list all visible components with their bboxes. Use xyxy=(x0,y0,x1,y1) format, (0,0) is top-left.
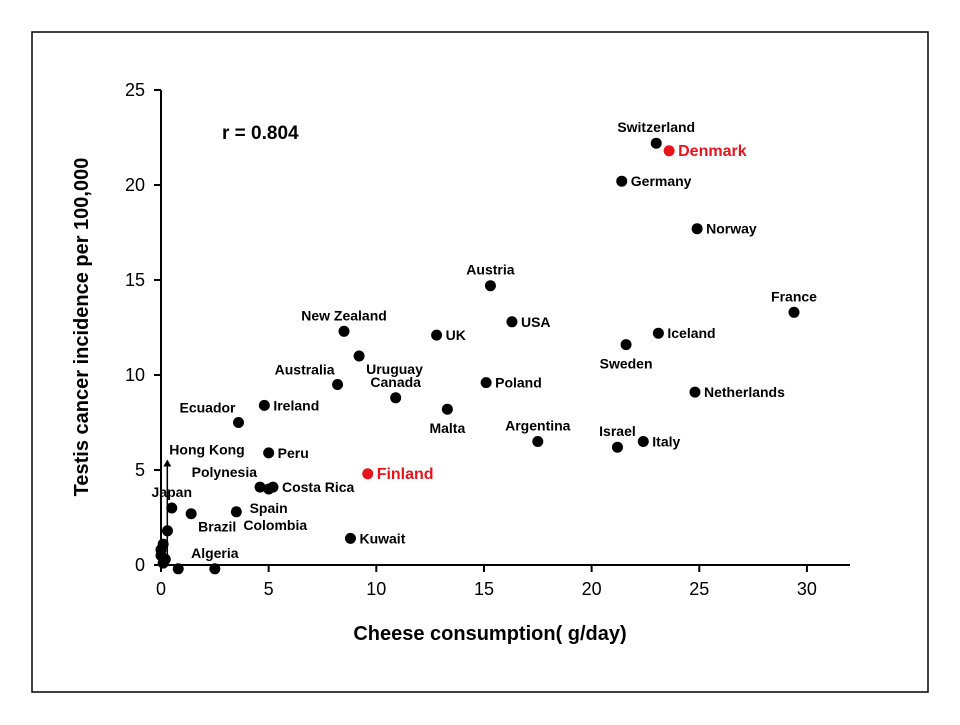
label-japan: Japan xyxy=(152,484,192,500)
point-ecuador xyxy=(233,417,245,428)
label-austria: Austria xyxy=(466,262,514,278)
point-japan xyxy=(166,502,178,514)
label-iceland: Iceland xyxy=(667,325,715,341)
point-peru xyxy=(263,447,275,459)
point-sweden xyxy=(620,339,632,351)
point-switzerland xyxy=(650,137,662,149)
point-colombia xyxy=(230,506,242,518)
label-argentina: Argentina xyxy=(505,418,571,434)
x-tick-label: 15 xyxy=(474,579,494,599)
point-uruguay xyxy=(353,350,365,362)
point-germany xyxy=(616,175,628,187)
y-tick-label: 25 xyxy=(125,80,145,100)
label-sweden: Sweden xyxy=(600,356,653,372)
label-netherlands: Netherlands xyxy=(704,384,785,400)
x-tick-label: 20 xyxy=(582,579,602,599)
point-denmark xyxy=(663,145,675,157)
y-tick-label: 5 xyxy=(135,460,145,480)
point-labels: Switzerland Denmark Germany Norway Austria Fr… xyxy=(152,119,818,561)
point-france xyxy=(788,306,800,318)
x-tick-label: 0 xyxy=(156,579,166,599)
point-uk xyxy=(431,329,443,341)
tick-labels: 0 5 10 15 20 25 0 5 10 15 20 25 30 xyxy=(125,80,817,599)
point-algeria xyxy=(209,563,221,575)
label-brazil: Brazil xyxy=(198,519,236,535)
point-new-zealand xyxy=(338,325,350,337)
point-poland xyxy=(480,377,492,389)
label-ireland: Ireland xyxy=(273,397,319,413)
point-austria xyxy=(484,280,496,292)
label-uk: UK xyxy=(446,327,466,343)
point-iceland xyxy=(652,327,664,339)
x-tick-label: 10 xyxy=(366,579,386,599)
x-tick-label: 5 xyxy=(264,579,274,599)
x-tick-label: 25 xyxy=(689,579,709,599)
arrow-head-hong-kong xyxy=(163,459,172,467)
point-argentina xyxy=(532,436,544,447)
label-poland: Poland xyxy=(495,375,542,391)
label-polynesia: Polynesia xyxy=(192,464,258,480)
label-canada: Canada xyxy=(370,374,421,390)
y-tick-label: 15 xyxy=(125,270,145,290)
label-france: France xyxy=(771,288,817,304)
label-ecuador: Ecuador xyxy=(179,400,236,416)
y-tick-label: 10 xyxy=(125,365,145,385)
x-tick-label: 30 xyxy=(797,579,817,599)
point-ireland xyxy=(258,399,270,411)
chart-frame xyxy=(31,31,929,693)
label-algeria: Algeria xyxy=(191,545,239,561)
label-colombia: Colombia xyxy=(243,517,307,533)
label-new-zealand: New Zealand xyxy=(301,307,387,323)
point-netherlands xyxy=(689,386,701,398)
point-brazil xyxy=(185,508,197,520)
point-canada xyxy=(390,392,402,404)
point-australia xyxy=(332,379,344,390)
label-malta: Malta xyxy=(429,420,465,436)
label-australia: Australia xyxy=(275,362,335,378)
data-points xyxy=(155,137,800,575)
point-usa xyxy=(506,316,518,328)
label-finland: Finland xyxy=(377,466,434,483)
point-israel xyxy=(611,441,623,453)
point-norway xyxy=(691,223,703,235)
point-kuwait xyxy=(344,532,356,544)
label-usa: USA xyxy=(521,314,551,330)
point-spain xyxy=(263,483,275,495)
label-kuwait: Kuwait xyxy=(359,530,405,546)
point-unlabeled xyxy=(172,563,184,575)
label-italy: Italy xyxy=(652,434,680,450)
y-axis-label: Testis cancer incidence per 100,000 xyxy=(71,158,93,497)
point-polynesia xyxy=(254,481,266,493)
label-germany: Germany xyxy=(631,173,692,189)
label-costa-rica: Costa Rica xyxy=(282,479,355,495)
label-switzerland: Switzerland xyxy=(617,119,695,135)
y-tick-label: 20 xyxy=(125,175,145,195)
label-spain: Spain xyxy=(250,500,288,516)
label-peru: Peru xyxy=(278,445,309,461)
point-malta xyxy=(441,403,453,415)
label-norway: Norway xyxy=(706,221,757,237)
x-axis-label: Cheese consumption( g/day) xyxy=(353,623,626,645)
point-italy xyxy=(637,436,649,447)
point-finland xyxy=(362,468,374,480)
label-israel: Israel xyxy=(599,423,636,439)
label-hong-kong: Hong Kong xyxy=(169,442,244,458)
point-unlabeled xyxy=(161,525,173,537)
y-tick-label: 0 xyxy=(135,555,145,575)
label-uruguay: Uruguay xyxy=(366,361,423,377)
point-unlabeled xyxy=(157,557,169,569)
correlation-annotation: r = 0.804 xyxy=(222,123,299,144)
label-denmark: Denmark xyxy=(678,143,747,160)
